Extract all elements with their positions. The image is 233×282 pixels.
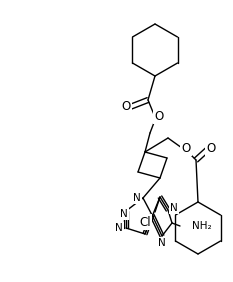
Text: O: O [181, 142, 191, 155]
Text: O: O [206, 142, 216, 155]
Text: NH₂: NH₂ [192, 221, 212, 231]
Text: N: N [158, 238, 166, 248]
Text: N: N [115, 223, 123, 233]
Text: N: N [133, 193, 141, 203]
Text: N: N [170, 203, 178, 213]
Text: Cl: Cl [139, 215, 151, 228]
Text: O: O [154, 109, 164, 122]
Text: N: N [120, 209, 128, 219]
Text: O: O [121, 100, 131, 113]
